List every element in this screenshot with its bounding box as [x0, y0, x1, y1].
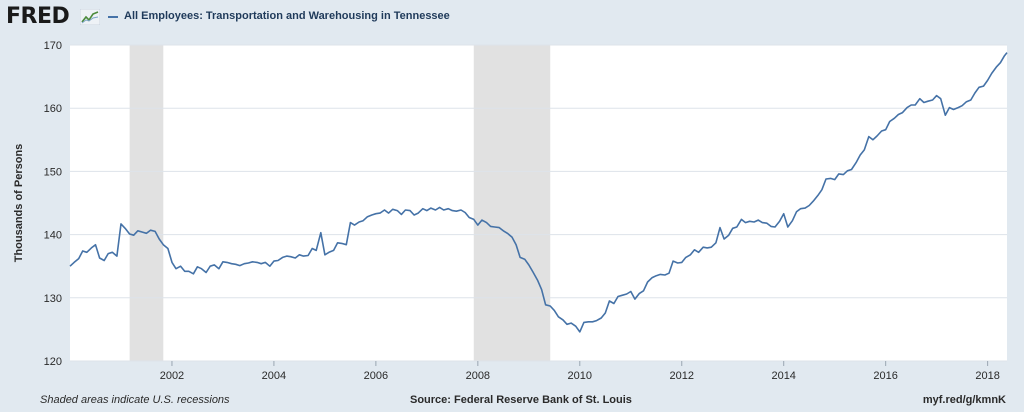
grid-lines — [70, 44, 1007, 362]
legend-swatch — [108, 16, 118, 18]
y-tick-label: 130 — [44, 293, 62, 305]
x-tick-label: 2018 — [975, 370, 999, 382]
x-tick-label: 2004 — [262, 370, 286, 382]
x-tick-label: 2008 — [466, 370, 490, 382]
x-tick-label: 2014 — [771, 370, 795, 382]
recession-note: Shaded areas indicate U.S. recessions — [40, 394, 230, 406]
y-tick-label: 140 — [44, 230, 62, 242]
recession-band — [129, 45, 164, 361]
fred-logo[interactable]: FRED — [6, 4, 70, 29]
chart-header: FRED All Employees: Transportation and W… — [0, 0, 1024, 36]
recession-band — [473, 45, 551, 361]
x-tick-label: 2016 — [873, 370, 897, 382]
chart-title[interactable]: All Employees: Transportation and Wareho… — [124, 10, 450, 22]
x-tick-label: 2012 — [670, 370, 694, 382]
y-tick-label: 160 — [44, 103, 62, 115]
y-tick-label: 150 — [44, 166, 62, 178]
y-axis-ticks: 120 130 140 150 160 170 — [44, 40, 62, 368]
y-axis-label: Thousands of Persons — [13, 144, 25, 263]
recession-shading — [129, 45, 551, 361]
x-tick-label: 2006 — [364, 370, 388, 382]
y-tick-label: 120 — [44, 356, 62, 368]
y-tick-label: 170 — [44, 40, 62, 52]
x-tick-label: 2002 — [160, 370, 184, 382]
short-url-link[interactable]: myf.red/g/kmnK — [922, 394, 1006, 406]
chart-footer: Shaded areas indicate U.S. recessions So… — [0, 392, 1024, 412]
fred-chart-icon — [80, 9, 100, 25]
series-line — [69, 52, 1008, 333]
x-tick-label: 2010 — [568, 370, 592, 382]
source-text: Source: Federal Reserve Bank of St. Loui… — [410, 394, 632, 406]
x-axis-ticks: 2002 2004 2006 2008 2010 2012 2014 2016 2018 — [160, 361, 1000, 382]
